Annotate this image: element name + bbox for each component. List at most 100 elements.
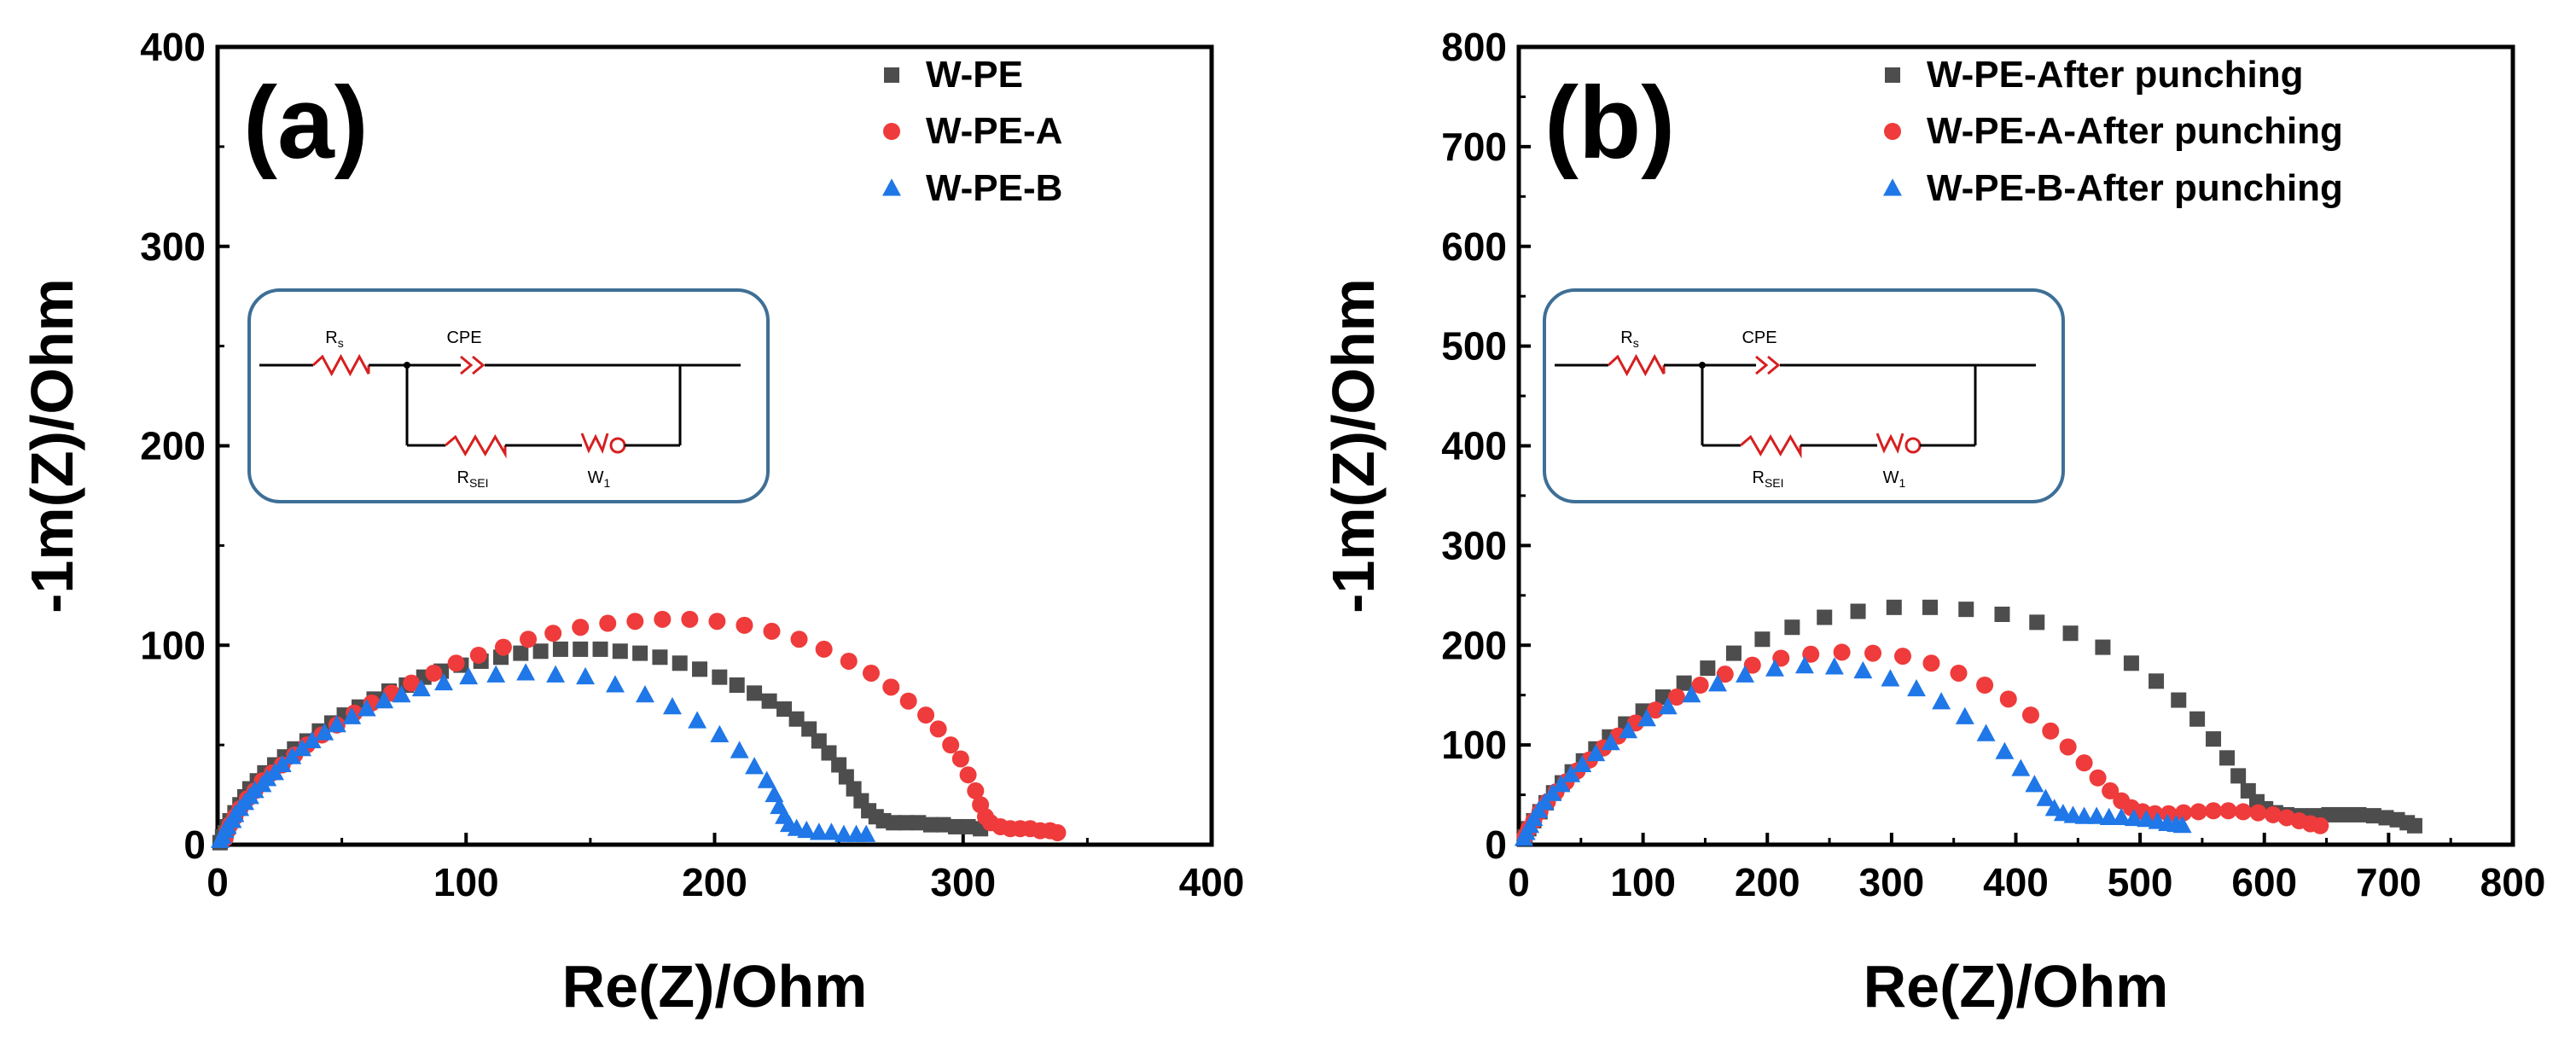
data-point	[688, 711, 707, 729]
data-point	[1667, 689, 1685, 706]
x-tick-label: 700	[2356, 860, 2422, 904]
inset-label-w1: W1	[588, 468, 611, 490]
data-point	[2112, 807, 2131, 825]
x-tick-label: 100	[1610, 860, 1676, 904]
data-point	[520, 631, 538, 648]
data-point	[2264, 805, 2282, 823]
x-tick-label: 800	[2480, 860, 2546, 904]
data-point	[1736, 665, 1754, 683]
data-point	[811, 733, 827, 749]
panel-b: 0 100 200 300 400 500 600 700 800 0 100 200 300 400 50…	[1320, 25, 2545, 1020]
data-point	[635, 684, 654, 703]
data-point	[1619, 721, 1638, 739]
data-point	[809, 822, 829, 840]
data-point	[712, 669, 728, 685]
data-point	[1794, 656, 1814, 674]
data-point	[2102, 782, 2120, 799]
data-point	[1049, 823, 1067, 841]
data-point	[917, 706, 935, 724]
y-tick-label: 300	[1441, 523, 1507, 567]
warburg-element	[609, 437, 626, 454]
data-point	[425, 664, 443, 682]
data-point	[862, 664, 880, 682]
data-point	[1976, 724, 1996, 741]
data-point	[886, 815, 902, 831]
data-point	[708, 613, 726, 631]
cpe-element	[460, 355, 486, 375]
data-point	[822, 822, 841, 840]
y-tick-label: 0	[183, 822, 206, 867]
data-point	[599, 614, 617, 632]
data-point	[1955, 706, 1974, 724]
panel-label: (a)	[243, 66, 369, 180]
data-point	[1850, 603, 1866, 619]
data-point	[516, 663, 536, 681]
inset-label-rsei: RSEI	[1752, 468, 1783, 490]
data-point	[612, 643, 628, 660]
data-point	[898, 815, 914, 831]
data-point	[2160, 805, 2178, 822]
legend-label: W-PE-After punching	[1927, 54, 2304, 96]
data-point	[834, 824, 853, 842]
inset-label-rs: Rs	[1620, 328, 1638, 350]
y-tick-label: 400	[1441, 424, 1507, 468]
circuit-inset: Rs CPE RSEI W1	[247, 288, 770, 503]
data-point	[801, 721, 817, 737]
inset-label-rsei: RSEI	[456, 468, 488, 490]
data-point	[1995, 741, 2015, 759]
data-point	[632, 645, 648, 661]
legend-label: W-PE-B	[926, 167, 1062, 209]
warburg-element	[1904, 437, 1922, 454]
y-axis-label: -1m(Z)/Ohm	[1320, 278, 1387, 613]
data-point	[1999, 690, 2017, 708]
data-point	[2063, 805, 2083, 823]
y-tick-label: 700	[1441, 125, 1507, 169]
data-point	[1893, 648, 1911, 665]
data-point	[729, 677, 745, 693]
warburg-element	[580, 433, 609, 455]
data-point	[2089, 769, 2107, 787]
data-point	[552, 641, 568, 657]
data-point	[2021, 706, 2039, 724]
data-point	[544, 625, 562, 642]
y-tick-label: 800	[1441, 25, 1507, 69]
data-point	[486, 665, 506, 683]
x-tick-label: 0	[206, 860, 229, 904]
data-point	[2137, 810, 2156, 828]
data-point	[948, 818, 964, 834]
data-point	[1824, 657, 1844, 675]
inset-label-cpe: CPE	[446, 328, 481, 347]
resistor-rsei	[1740, 434, 1802, 459]
data-point	[2205, 802, 2223, 820]
data-point	[576, 666, 596, 685]
data-point	[342, 706, 362, 724]
legend-marker	[884, 67, 899, 83]
legend-marker	[1884, 123, 1901, 140]
data-point	[546, 665, 566, 683]
data-point	[1637, 709, 1656, 727]
data-point	[592, 641, 608, 657]
data-point	[2123, 655, 2139, 671]
x-tick-label: 0	[1508, 860, 1530, 904]
data-point	[494, 638, 512, 656]
data-point	[951, 750, 969, 768]
data-point	[1932, 692, 1951, 710]
data-point	[788, 711, 805, 727]
data-point	[1976, 677, 1994, 694]
data-point	[1950, 664, 1968, 682]
data-point	[1958, 602, 1974, 618]
data-point	[357, 699, 376, 717]
y-tick-label: 100	[140, 623, 206, 667]
data-point	[935, 817, 951, 833]
data-point	[2095, 639, 2111, 655]
y-axis-label: -1m(Z)/Ohm	[19, 278, 85, 613]
resistor-rs	[311, 353, 370, 377]
data-point	[434, 672, 453, 691]
data-point	[831, 757, 847, 773]
inset-frame	[247, 288, 770, 503]
data-point	[1772, 649, 1790, 667]
series-w-pe-b	[210, 663, 876, 848]
data-point	[790, 631, 808, 648]
data-point	[1994, 607, 2010, 623]
x-tick-label: 300	[1859, 860, 1925, 904]
